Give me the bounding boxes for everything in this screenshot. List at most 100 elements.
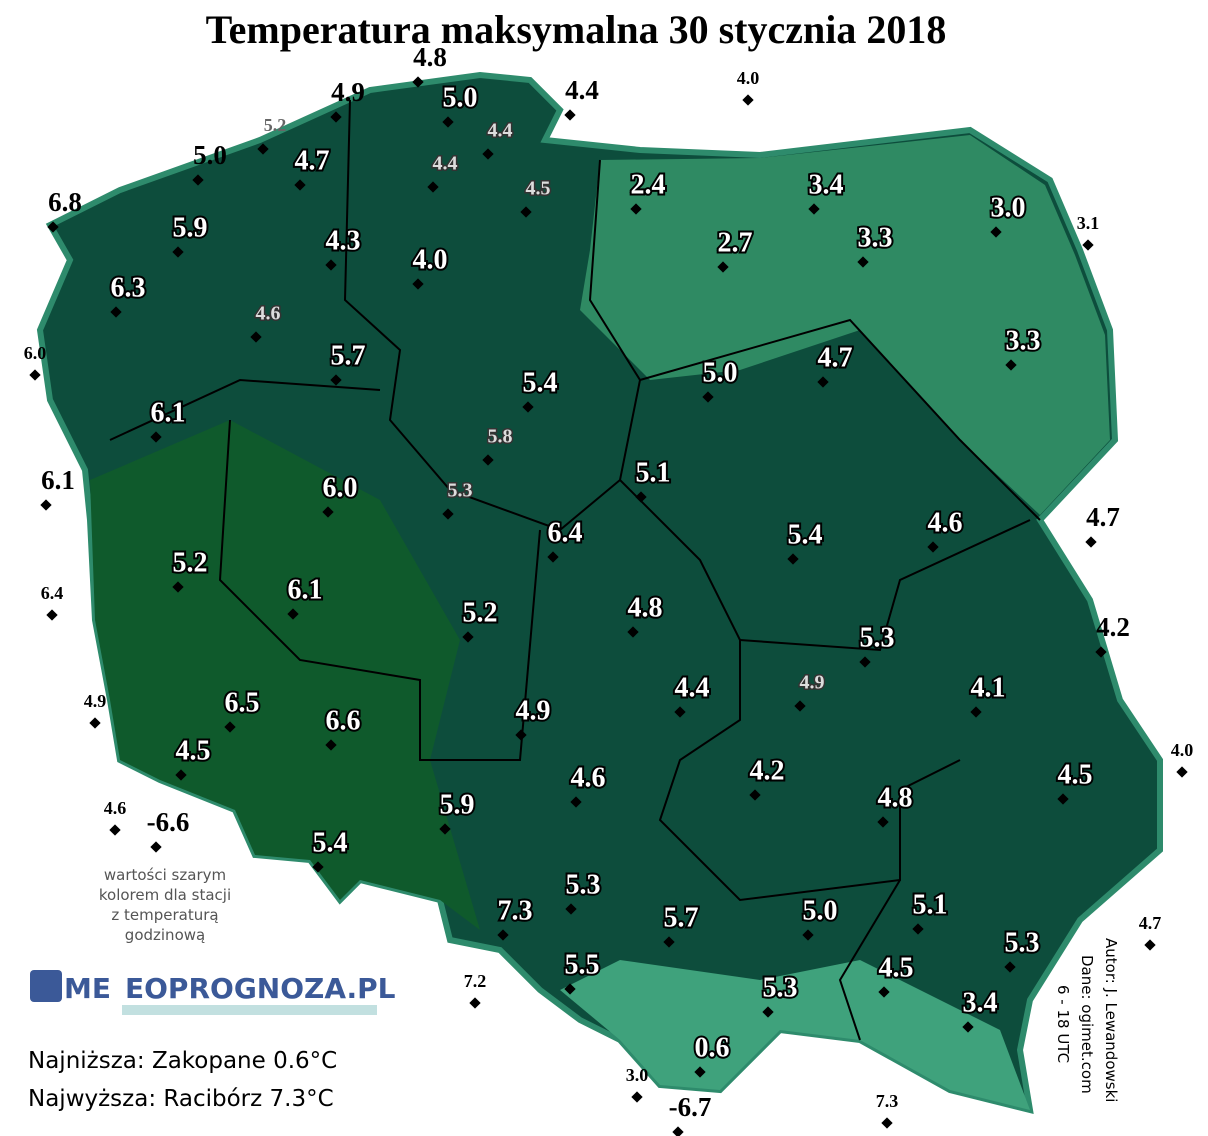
station-value: 4.8 [628, 592, 663, 623]
station-marker [878, 986, 890, 998]
station-value: 4.7 [1086, 502, 1120, 532]
station-value: 5.3 [566, 869, 601, 900]
station-marker [462, 631, 474, 643]
title: Temperatura maksymalna 30 stycznia 2018 [206, 7, 947, 52]
border [739, 519, 1031, 652]
note-line: kolorem dla stacji [99, 886, 231, 904]
station-value: 5.4 [788, 519, 823, 550]
station-value: 4.8 [413, 42, 447, 72]
station-value: 5.1 [636, 457, 671, 488]
station-value: 4.0 [413, 244, 448, 275]
border [343, 99, 642, 532]
station-value: 5.7 [331, 340, 366, 371]
station-marker [192, 174, 204, 186]
station-value: 5.9 [173, 212, 208, 243]
station-marker [794, 700, 806, 712]
station-value: 7.2 [464, 971, 487, 991]
station-value: 7.3 [876, 1091, 899, 1111]
station-marker [857, 256, 869, 268]
borders [109, 99, 1041, 1041]
station-value: 5.5 [565, 949, 600, 980]
station-marker [630, 203, 642, 215]
station-marker [702, 391, 714, 403]
station-value: 4.9 [800, 672, 825, 694]
station-marker [912, 923, 924, 935]
station-value: 6.4 [548, 517, 583, 548]
station-value: 4.6 [928, 507, 963, 538]
station-marker [175, 769, 187, 781]
station-marker [325, 259, 337, 271]
station-value: 7.3 [498, 895, 533, 926]
west-region [90, 420, 480, 930]
station-marker [631, 1091, 643, 1103]
station-value: 6.5 [225, 687, 260, 718]
station-marker [570, 796, 582, 808]
station-value: 5.1 [913, 889, 948, 920]
logo-bar [122, 1005, 377, 1015]
station-value: 4.5 [1058, 759, 1093, 790]
station-value: 5.3 [448, 480, 473, 502]
station-value: 4.4 [433, 153, 458, 175]
station-marker [881, 1117, 893, 1129]
station-marker [412, 278, 424, 290]
station-marker [482, 148, 494, 160]
station-value: 6.4 [41, 583, 64, 603]
station-value: 4.8 [878, 782, 913, 813]
station-value: 4.5 [176, 735, 211, 766]
station-marker [150, 431, 162, 443]
station-value: 5.4 [313, 827, 348, 858]
station-marker [802, 929, 814, 941]
mountains [560, 960, 1030, 1110]
credits: Autor: J. Lewandowski Dane: ogimet.com 6… [1054, 938, 1120, 1102]
station-marker [287, 608, 299, 620]
station-value: 4.4 [565, 75, 599, 105]
station-marker [762, 1006, 774, 1018]
station-value: 4.6 [256, 303, 281, 325]
station-marker [469, 997, 481, 1009]
note: wartości szarym kolorem dla stacji z tem… [99, 866, 231, 944]
station-marker [749, 789, 761, 801]
station-value: 3.3 [1006, 325, 1041, 356]
station-value: 5.2 [173, 547, 208, 578]
station-marker [694, 1066, 706, 1078]
station-value: 4.5 [879, 952, 914, 983]
station-marker [224, 721, 236, 733]
station-value: 3.4 [809, 169, 844, 200]
station-value: 6.1 [288, 574, 323, 605]
northeast-region [580, 135, 1110, 515]
station-value: 5.0 [193, 140, 227, 170]
station-value: 5.0 [803, 895, 838, 926]
facebook-icon [30, 970, 62, 1002]
logo-part: EOPROGNOZA.PL [125, 972, 396, 1005]
station-value: 4.6 [571, 762, 606, 793]
station-value: 6.1 [151, 397, 186, 428]
station-value: 5.0 [703, 357, 738, 388]
station-marker [672, 1126, 684, 1136]
station-marker [1095, 646, 1107, 658]
station-marker [40, 499, 52, 511]
credit: Autor: J. Lewandowski [1102, 938, 1120, 1102]
station-marker [635, 491, 647, 503]
station-marker [439, 823, 451, 835]
credit: Dane: ogimet.com [1078, 955, 1096, 1094]
station-value: 5.8 [488, 426, 513, 448]
station-marker [150, 841, 162, 853]
station-marker [717, 261, 729, 273]
border [619, 318, 1041, 1041]
lowest: Najniższa: Zakopane 0.6°C [28, 1048, 337, 1074]
station-value: 4.1 [971, 672, 1006, 703]
station-marker [1005, 359, 1017, 371]
credit: 6 - 18 UTC [1054, 985, 1072, 1063]
station-value: 3.3 [858, 222, 893, 253]
station-value: 6.0 [24, 343, 47, 363]
station-marker [1004, 961, 1016, 973]
station-marker [627, 626, 639, 638]
station-value: 3.4 [963, 987, 998, 1018]
station-marker [482, 454, 494, 466]
station-marker [1057, 793, 1069, 805]
station-marker [172, 581, 184, 593]
station-marker [172, 246, 184, 258]
station-value: 6.3 [111, 272, 146, 303]
station-marker [927, 541, 939, 553]
